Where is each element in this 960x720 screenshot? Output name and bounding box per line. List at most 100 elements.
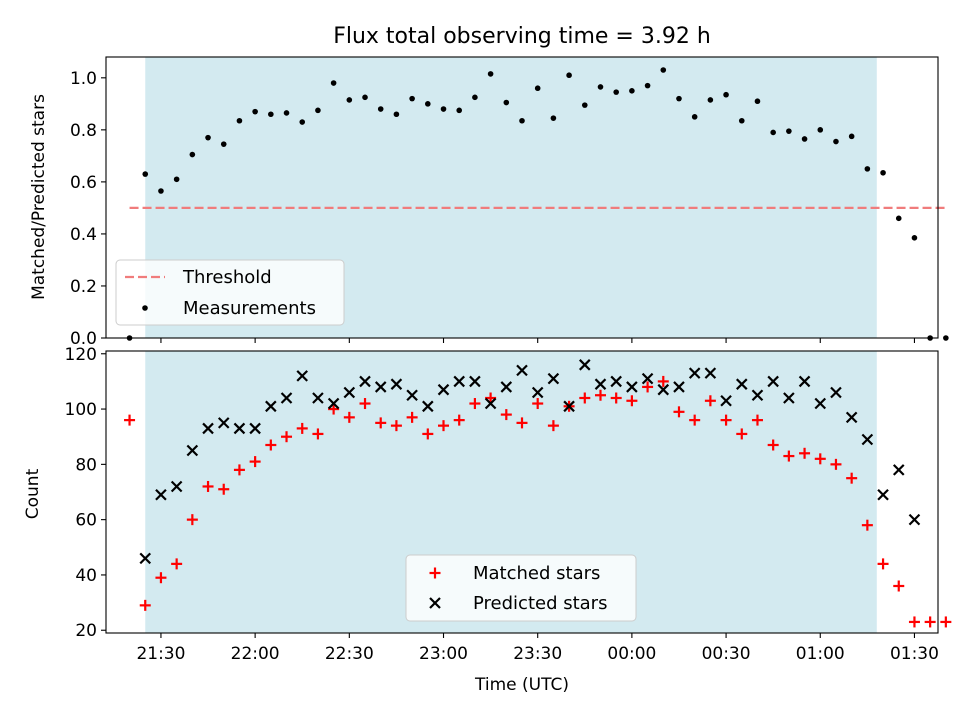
predicted-star-point xyxy=(751,389,764,402)
measurement-point xyxy=(566,72,572,79)
legend-matched-swatch xyxy=(429,567,441,579)
legend-matched-label: Matched stars xyxy=(473,563,600,584)
measurement-point xyxy=(738,117,745,124)
matched-star-point xyxy=(532,398,544,410)
top-panel: 0.0 0.2 0.4 0.6 0.8 1.0 Flux total observing … xyxy=(29,24,949,349)
top-panel-y-axis-label: Matched/Predicted stars xyxy=(29,94,49,300)
measurement-point xyxy=(534,85,541,92)
matched-star-point xyxy=(265,439,277,451)
predicted-star-point xyxy=(139,552,152,565)
measurement-point xyxy=(833,138,839,145)
y-tick-label: 80 xyxy=(75,455,97,475)
predicted-star-point xyxy=(437,383,450,396)
predicted-star-point xyxy=(343,386,356,399)
measurement-point xyxy=(676,95,682,102)
predicted-star-point xyxy=(783,392,795,404)
bottom-panel-frame xyxy=(105,350,939,634)
measurement-point xyxy=(487,71,494,77)
matched-star-point xyxy=(485,392,497,404)
matched-star-point xyxy=(233,464,245,476)
predicted-star-point xyxy=(798,375,811,388)
matched-star-point xyxy=(893,580,905,592)
measurement-point xyxy=(707,97,714,103)
measurement-point xyxy=(660,67,667,73)
measurement-point xyxy=(754,98,761,105)
predicted-star-point xyxy=(453,375,465,388)
matched-star-point xyxy=(861,519,873,531)
matched-star-point xyxy=(343,411,355,423)
matched-star-point xyxy=(249,456,261,468)
predicted-star-point xyxy=(610,375,622,388)
matched-star-point xyxy=(642,381,654,393)
matched-star-point xyxy=(799,447,811,459)
measurement-point xyxy=(597,84,604,90)
y-tick-label: 120 xyxy=(65,345,97,365)
measurement-point xyxy=(268,111,274,118)
measurement-point xyxy=(895,215,902,222)
measurement-point xyxy=(236,117,243,124)
matched-star-point xyxy=(375,417,387,429)
measurement-point xyxy=(786,128,792,134)
measurement-point xyxy=(158,188,164,194)
top-panel-x-ticks xyxy=(160,338,916,343)
measurement-point xyxy=(377,106,384,112)
measurement-point xyxy=(503,99,510,106)
measurement-point xyxy=(299,119,306,125)
matched-star-point xyxy=(767,439,779,451)
y-tick-label: 0.6 xyxy=(70,173,97,193)
measurement-point xyxy=(456,107,463,114)
y-tick-label: 60 xyxy=(75,511,97,531)
measurement-point xyxy=(864,166,871,172)
measurement-point xyxy=(330,80,337,86)
matched-star-point xyxy=(704,395,716,407)
measurement-point xyxy=(409,95,415,102)
matched-star-point xyxy=(406,411,418,423)
y-tick-label: 0.8 xyxy=(70,121,97,141)
x-tick-label: 01:30 xyxy=(890,644,939,664)
predicted-star-point xyxy=(359,375,371,388)
measurement-point xyxy=(252,108,258,115)
top-panel-frame xyxy=(105,56,939,339)
bottom-panel-y-axis-label: Count xyxy=(23,468,43,519)
matched-star-point xyxy=(218,483,230,495)
predicted-star-point xyxy=(673,381,685,393)
matched-star-point xyxy=(312,428,324,440)
y-tick-label: 1.0 xyxy=(70,69,97,89)
matched-star-point xyxy=(155,572,167,584)
measurement-point xyxy=(346,97,353,103)
measurement-point xyxy=(142,171,149,177)
measurement-point xyxy=(440,106,447,112)
matched-star-point xyxy=(281,431,293,443)
matched-star-point xyxy=(390,420,402,432)
measurement-point xyxy=(723,91,729,98)
predicted-star-point xyxy=(908,513,921,526)
predicted-star-point xyxy=(830,386,842,399)
measurement-point xyxy=(362,94,368,101)
matched-star-point xyxy=(579,392,591,404)
bottom-panel-y-ticks: 20 40 60 80 100 120 xyxy=(65,345,106,641)
y-tick-label: 0.0 xyxy=(70,329,97,349)
matched-star-point xyxy=(186,514,198,526)
predicted-star-point xyxy=(814,397,827,410)
top-panel-legend: Threshold Measurements xyxy=(115,259,345,326)
matched-star-point xyxy=(877,558,889,570)
bottom-panel-x-ticks: 21:30 22:00 22:30 23:00 23:30 00:00 00:30 01:00… xyxy=(136,633,939,664)
x-tick-label: 00:00 xyxy=(607,644,656,664)
x-tick-label: 01:00 xyxy=(796,644,845,664)
matched-star-point xyxy=(438,420,450,432)
matched-stars-points xyxy=(124,375,952,628)
predicted-star-point xyxy=(296,370,309,382)
predicted-star-point xyxy=(249,422,261,435)
measurement-points xyxy=(126,67,949,341)
predicted-star-point xyxy=(422,400,434,413)
x-tick-label: 21:30 xyxy=(136,644,185,664)
measurement-point xyxy=(205,134,211,141)
matched-star-point xyxy=(124,414,136,426)
predicted-star-point xyxy=(280,392,293,404)
matched-star-point xyxy=(720,414,732,426)
predicted-star-point xyxy=(657,383,670,396)
legend-predicted-label: Predicted stars xyxy=(473,593,607,614)
measurement-point xyxy=(519,117,525,124)
chart-title: Flux total observing time = 3.92 h xyxy=(333,24,711,49)
